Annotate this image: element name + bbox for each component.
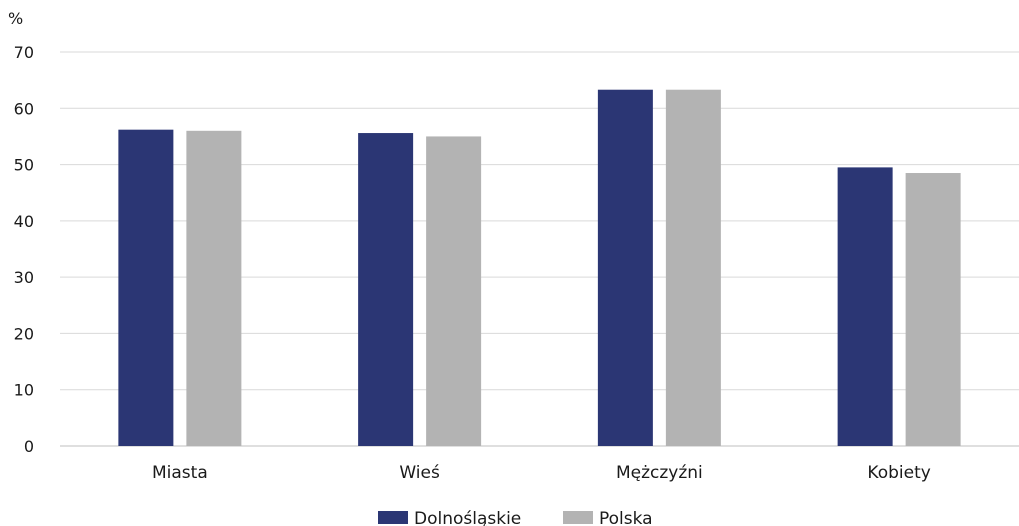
x-category-label: Miasta [152,463,208,483]
bar-polska [665,89,721,446]
legend: Dolnośląskie Polska [378,509,653,526]
bar-dolnoslaskie [358,133,414,446]
x-category-label: Wieś [399,463,440,483]
y-axis-unit: % [8,9,23,28]
y-axis-ticks: 0 10 20 30 40 50 60 70 [14,43,34,456]
y-tick-label: 60 [14,99,34,118]
bar-polska [905,173,961,446]
y-tick-label: 0 [24,437,34,456]
x-category-label: Kobiety [867,463,930,483]
bar-dolnoslaskie [837,167,893,446]
bars [118,89,961,447]
y-tick-label: 50 [14,156,34,175]
legend-swatch [378,511,408,524]
legend-swatch [563,511,593,524]
x-axis-categories: Miasta Wieś Mężczyźni Kobiety [152,463,931,483]
bar-polska [426,136,482,446]
bar-polska [186,130,242,447]
y-tick-label: 30 [14,268,34,287]
y-tick-label: 20 [14,324,34,343]
y-tick-label: 10 [14,381,34,400]
legend-label: Polska [599,509,653,526]
bar-dolnoslaskie [597,89,653,446]
x-category-label: Mężczyźni [616,463,703,483]
y-tick-label: 40 [14,212,34,231]
legend-label: Dolnośląskie [414,509,521,526]
bar-dolnoslaskie [118,129,174,446]
y-tick-label: 70 [14,43,34,62]
